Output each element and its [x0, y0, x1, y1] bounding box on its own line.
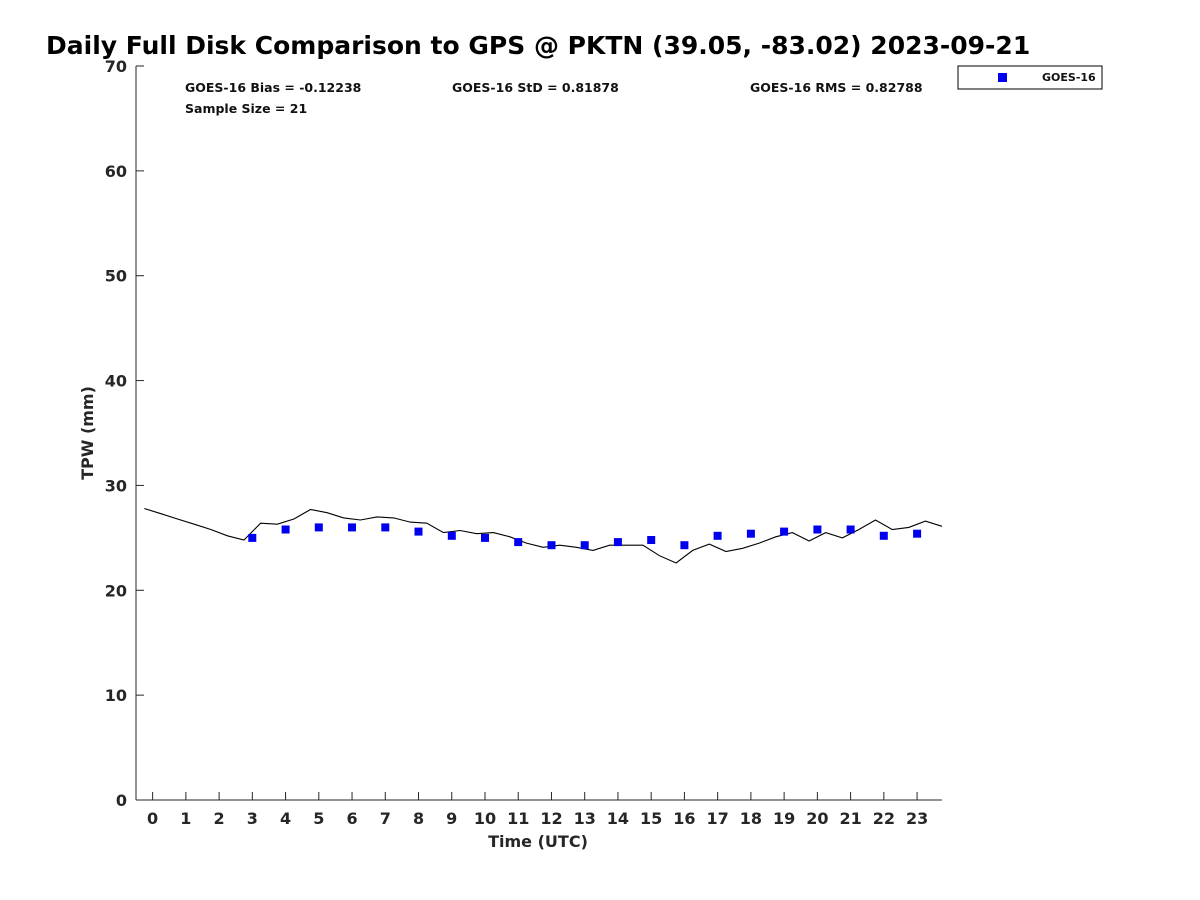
- x-tick-label: 0: [147, 809, 158, 828]
- goes16-point: [713, 531, 722, 540]
- x-tick-label: 1: [180, 809, 191, 828]
- goes16-marker-series: [248, 523, 922, 550]
- x-tick-label: 7: [380, 809, 391, 828]
- x-tick-label: 6: [346, 809, 357, 828]
- stats-box: GOES-16 Bias = -0.12238 GOES-16 StD = 0.…: [185, 80, 923, 116]
- legend: GOES-16: [957, 65, 1103, 90]
- y-tick-label: 50: [105, 267, 127, 286]
- stat-std: GOES-16 StD = 0.81878: [452, 80, 619, 95]
- legend-label-goes16: GOES-16: [1042, 71, 1096, 84]
- y-tick-label: 40: [105, 372, 127, 391]
- x-tick-label: 18: [740, 809, 762, 828]
- goes16-point: [647, 536, 656, 544]
- goes16-point: [746, 529, 755, 538]
- x-tick-label: 8: [413, 809, 424, 828]
- x-tick-label: 15: [640, 809, 662, 828]
- goes16-point: [913, 529, 922, 538]
- goes16-point: [813, 525, 822, 534]
- goes16-point: [281, 525, 290, 534]
- y-tick-label: 60: [105, 162, 127, 181]
- goes16-point: [447, 531, 456, 540]
- x-tick-label: 19: [773, 809, 795, 828]
- x-tick-label: 12: [540, 809, 562, 828]
- goes16-point: [613, 538, 622, 547]
- y-tick-label: 30: [105, 476, 127, 495]
- goes16-point: [314, 523, 323, 532]
- goes16-point: [846, 525, 855, 534]
- x-tick-label: 16: [673, 809, 695, 828]
- goes16-point: [381, 523, 390, 532]
- goes16-point: [481, 533, 489, 542]
- x-tick-label: 14: [607, 809, 629, 828]
- y-tick-label: 70: [105, 57, 127, 76]
- x-tick-label: 5: [313, 809, 324, 828]
- x-tick-label: 2: [214, 809, 225, 828]
- x-tick-label: 20: [806, 809, 828, 828]
- axes: [135, 66, 942, 801]
- x-tick-label: 21: [839, 809, 861, 828]
- gps-line: [144, 507, 943, 564]
- x-tick-label: 22: [873, 809, 895, 828]
- y-tick-label: 20: [105, 581, 127, 600]
- legend-marker-goes16: [998, 73, 1007, 82]
- y-axis-label: TPW (mm): [78, 386, 97, 480]
- x-tick-label: 17: [707, 809, 729, 828]
- y-tick-label: 10: [105, 686, 127, 705]
- x-tick-label: 4: [280, 809, 291, 828]
- x-tick-label: 10: [474, 809, 496, 828]
- y-axis-ticks: 0 10 20 30 40 50 60 70: [105, 57, 144, 810]
- y-tick-label: 0: [116, 791, 127, 810]
- stat-sample-size: Sample Size = 21: [185, 101, 307, 116]
- goes16-point: [348, 523, 356, 532]
- goes16-point: [780, 527, 789, 536]
- goes16-point: [879, 531, 888, 540]
- stat-bias: GOES-16 Bias = -0.12238: [185, 80, 361, 95]
- goes16-point: [580, 541, 589, 550]
- goes16-point: [680, 541, 689, 550]
- goes16-point: [547, 541, 556, 550]
- x-axis-ticks: 0 1 2 3 4 5 6 7 8 9 10 11 12 13 14 15 16 17 18 19 20 21 22 23: [147, 792, 928, 828]
- x-tick-label: 13: [574, 809, 596, 828]
- x-tick-label: 9: [446, 809, 457, 828]
- x-tick-label: 3: [247, 809, 258, 828]
- goes16-point: [248, 533, 257, 542]
- chart-title: Daily Full Disk Comparison to GPS @ PKTN…: [46, 31, 1030, 60]
- goes16-point: [514, 538, 523, 547]
- x-tick-label: 23: [906, 809, 928, 828]
- x-tick-label: 11: [507, 809, 529, 828]
- legend-box: [957, 65, 1103, 90]
- x-axis-label: Time (UTC): [488, 832, 588, 851]
- gps-line-series: [144, 507, 943, 564]
- goes16-point: [414, 527, 423, 536]
- stat-rms: GOES-16 RMS = 0.82788: [750, 80, 923, 95]
